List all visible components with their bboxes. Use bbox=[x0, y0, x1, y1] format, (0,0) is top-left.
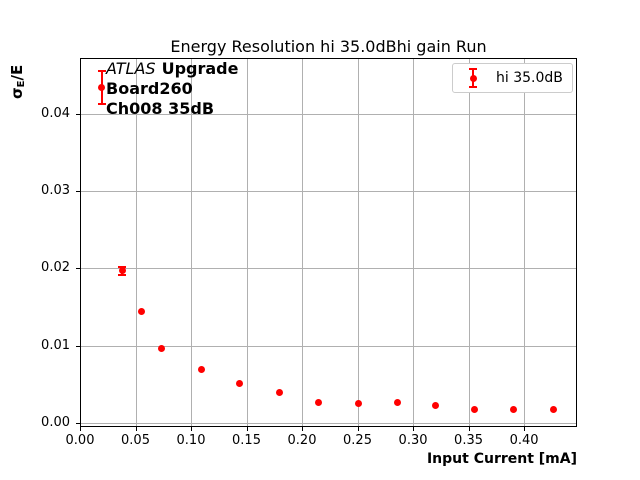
data-point bbox=[118, 267, 126, 275]
y-gridline bbox=[80, 268, 577, 270]
x-tick-label: 0.35 bbox=[454, 433, 483, 448]
y-tick bbox=[76, 113, 80, 115]
x-tick bbox=[80, 427, 81, 431]
data-point bbox=[510, 405, 518, 413]
legend-marker-dot-icon bbox=[469, 74, 477, 82]
y-axis-label: σE/E bbox=[8, 53, 27, 99]
annotation-line-2: Board260 bbox=[106, 79, 193, 98]
annotation-line-3: Ch008 35dB bbox=[106, 99, 215, 118]
x-tick bbox=[246, 427, 248, 431]
data-point bbox=[98, 83, 106, 91]
data-point bbox=[432, 401, 440, 409]
x-tick bbox=[302, 427, 304, 431]
data-point bbox=[275, 389, 283, 397]
data-point bbox=[314, 398, 322, 406]
error-bar-cap-bottom bbox=[97, 102, 106, 105]
y-tick-label: 0.00 bbox=[41, 415, 70, 431]
error-bar-cap-bottom bbox=[118, 273, 127, 276]
legend: hi 35.0dB bbox=[452, 63, 573, 93]
data-point bbox=[138, 308, 146, 316]
x-tick-label: 0.20 bbox=[287, 433, 317, 448]
y-tick bbox=[76, 423, 80, 425]
x-gridline bbox=[357, 58, 359, 427]
x-tick-label: 0.05 bbox=[121, 433, 150, 448]
x-tick-label: 0.40 bbox=[509, 433, 539, 448]
y-tick-label: 0.04 bbox=[41, 105, 70, 121]
x-gridline bbox=[524, 58, 526, 427]
x-tick-label: 0.30 bbox=[398, 433, 428, 448]
y-gridline bbox=[80, 113, 577, 115]
x-tick-label: 0.25 bbox=[343, 433, 372, 448]
error-bar-cap-top bbox=[97, 70, 106, 73]
y-gridline bbox=[80, 191, 577, 193]
y-gridline bbox=[80, 423, 577, 425]
data-point bbox=[393, 398, 401, 406]
x-tick-label: 0.10 bbox=[176, 433, 206, 448]
sigma-symbol: σ bbox=[8, 87, 26, 99]
x-tick bbox=[135, 427, 137, 431]
x-tick bbox=[524, 427, 526, 431]
x-gridline bbox=[302, 58, 304, 427]
sigma-subscript: E bbox=[16, 80, 27, 88]
x-gridline bbox=[191, 58, 192, 427]
data-point bbox=[471, 406, 479, 414]
x-tick-label: 0.00 bbox=[65, 433, 95, 448]
y-axis-label-rest: /E bbox=[8, 64, 26, 81]
data-point bbox=[157, 345, 165, 353]
y-tick-label: 0.03 bbox=[41, 183, 70, 199]
upgrade-label: Upgrade bbox=[161, 59, 239, 78]
data-point bbox=[550, 406, 558, 414]
legend-errorbar-cap-bottom-icon bbox=[469, 86, 477, 88]
x-gridline bbox=[246, 58, 248, 427]
data-point bbox=[235, 380, 243, 388]
plot-area bbox=[80, 58, 577, 427]
x-gridline bbox=[413, 58, 415, 427]
y-tick bbox=[76, 191, 80, 193]
data-point bbox=[354, 400, 362, 408]
x-tick bbox=[413, 427, 415, 431]
x-gridline bbox=[135, 58, 137, 427]
annotation-block: ATLAS Upgrade Board260 Ch008 35dB bbox=[106, 59, 238, 119]
x-tick-label: 0.15 bbox=[232, 433, 261, 448]
x-tick bbox=[468, 427, 470, 431]
x-gridline bbox=[468, 58, 470, 427]
x-axis-label: Input Current [mA] bbox=[426, 451, 577, 467]
y-tick-label: 0.01 bbox=[41, 337, 70, 353]
atlas-label: ATLAS bbox=[106, 59, 156, 78]
y-tick-label: 0.02 bbox=[41, 260, 70, 276]
error-bar-cap-top bbox=[118, 265, 127, 268]
legend-label: hi 35.0dB bbox=[496, 70, 563, 86]
x-tick bbox=[191, 427, 192, 431]
chart-title: Energy Resolution hi 35.0dBhi gain Run bbox=[170, 37, 487, 56]
y-tick bbox=[76, 268, 80, 270]
x-tick bbox=[357, 427, 359, 431]
y-gridline bbox=[80, 345, 577, 347]
annotation-line-1: ATLAS Upgrade bbox=[106, 59, 238, 79]
data-point bbox=[197, 366, 205, 374]
y-tick bbox=[76, 345, 80, 347]
